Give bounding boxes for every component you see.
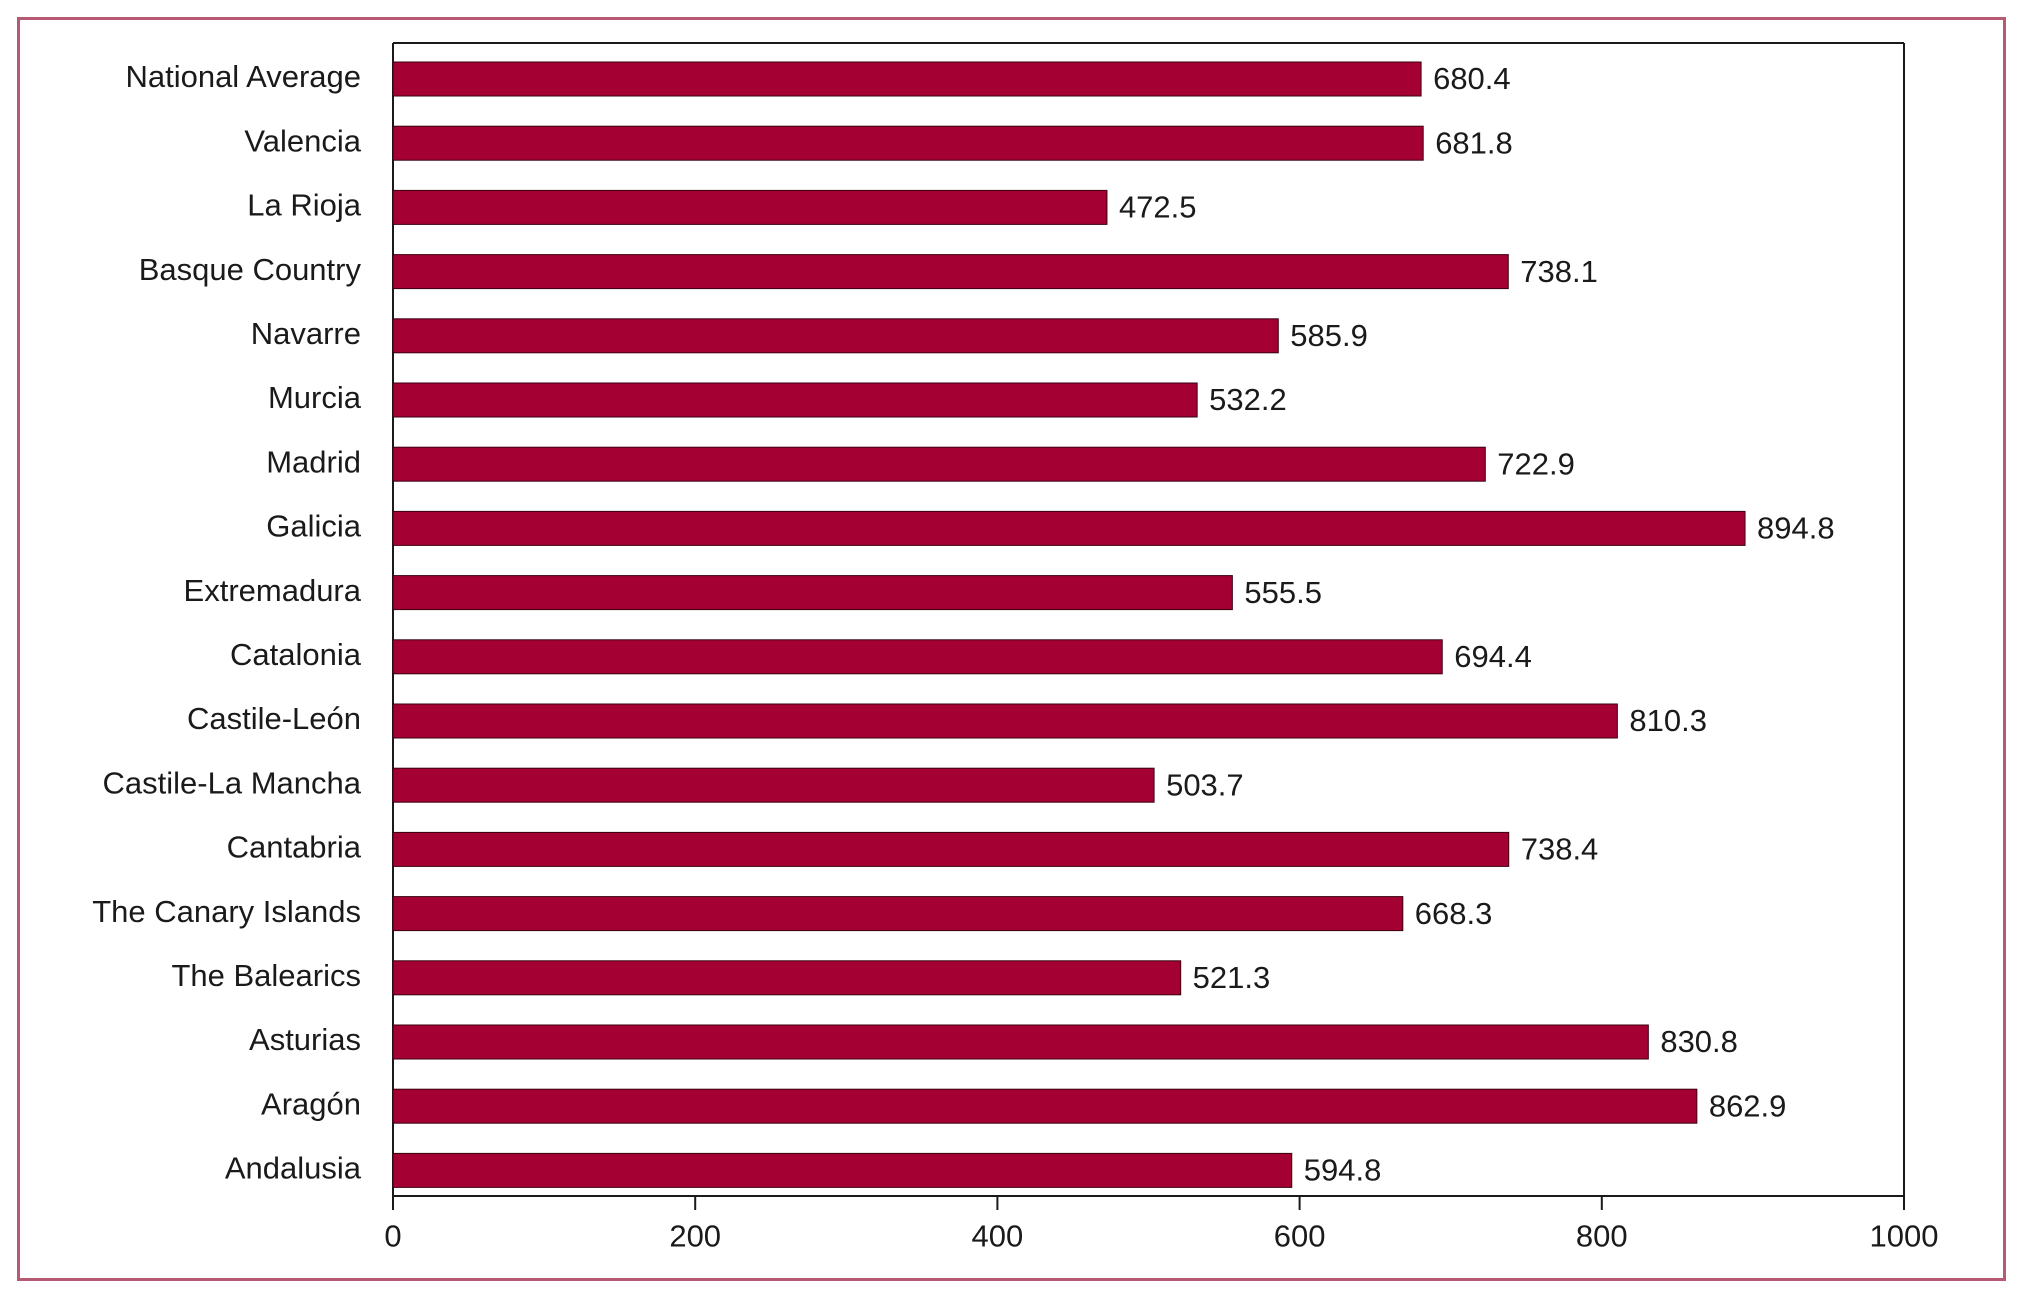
bar-4	[392, 318, 1279, 354]
category-label-8: Extremadura	[184, 573, 362, 608]
category-label-12: Cantabria	[227, 830, 362, 865]
category-label-6: Madrid	[266, 444, 361, 479]
value-label-16: 862.9	[1709, 1088, 1787, 1123]
bar-3	[392, 254, 1509, 290]
bar-1	[392, 125, 1424, 161]
bar-8	[392, 575, 1233, 611]
category-labels: National Average Valencia La Rioja Basque C…	[92, 59, 362, 1185]
value-label-0: 680.4	[1433, 61, 1511, 96]
category-label-0: National Average	[125, 59, 361, 94]
category-label-5: Murcia	[268, 380, 362, 415]
value-label-2: 472.5	[1119, 190, 1197, 225]
value-label-9: 694.4	[1454, 639, 1532, 674]
bar-2	[392, 189, 1108, 225]
value-label-3: 738.1	[1520, 254, 1598, 289]
bar-6	[392, 446, 1486, 482]
category-label-3: Basque Country	[139, 252, 362, 287]
category-label-15: Asturias	[249, 1022, 361, 1057]
category-label-11: Castile-La Mancha	[103, 765, 362, 800]
category-label-1: Valencia	[244, 123, 361, 158]
value-label-7: 894.8	[1757, 511, 1835, 546]
value-label-14: 521.3	[1193, 960, 1271, 995]
category-label-10: Castile-León	[187, 701, 361, 736]
category-label-9: Catalonia	[230, 637, 362, 672]
x-tick-label-4: 800	[1576, 1218, 1628, 1253]
value-label-13: 668.3	[1415, 896, 1493, 931]
bar-17	[392, 1152, 1293, 1188]
x-tick-label-5: 1000	[1870, 1218, 1939, 1253]
category-label-16: Aragón	[261, 1086, 361, 1121]
bar-9	[392, 639, 1443, 675]
value-label-4: 585.9	[1290, 318, 1368, 353]
bar-5	[392, 382, 1198, 418]
value-label-11: 503.7	[1166, 767, 1244, 802]
bar-14	[392, 960, 1182, 996]
value-label-17: 594.8	[1304, 1153, 1382, 1188]
bars-group	[392, 61, 1746, 1188]
bar-15	[392, 1024, 1649, 1060]
category-label-14: The Balearics	[171, 958, 361, 993]
value-label-15: 830.8	[1660, 1024, 1738, 1059]
x-tick-label-3: 600	[1274, 1218, 1326, 1253]
x-tick-label-1: 200	[669, 1218, 721, 1253]
plot-area	[392, 42, 1905, 1197]
category-label-7: Galicia	[266, 509, 362, 544]
value-label-12: 738.4	[1521, 832, 1599, 867]
category-label-13: The Canary Islands	[92, 894, 361, 929]
value-label-8: 555.5	[1244, 575, 1322, 610]
bar-12	[392, 831, 1510, 867]
value-label-10: 810.3	[1629, 703, 1707, 738]
x-tick-label-0: 0	[384, 1218, 401, 1253]
category-label-2: La Rioja	[247, 188, 361, 223]
bar-13	[392, 896, 1404, 932]
bar-7	[392, 510, 1746, 546]
value-label-1: 681.8	[1435, 125, 1513, 160]
bar-10	[392, 703, 1618, 739]
category-label-4: Navarre	[251, 316, 361, 351]
bar-0	[392, 61, 1422, 97]
bar-16	[392, 1088, 1698, 1124]
value-label-5: 532.2	[1209, 382, 1287, 417]
bar-11	[392, 767, 1155, 803]
x-axis: 0 200 400 600 800 1000	[384, 1196, 1938, 1253]
x-tick-label-2: 400	[972, 1218, 1024, 1253]
value-label-6: 722.9	[1497, 446, 1575, 481]
category-label-17: Andalusia	[225, 1151, 362, 1186]
